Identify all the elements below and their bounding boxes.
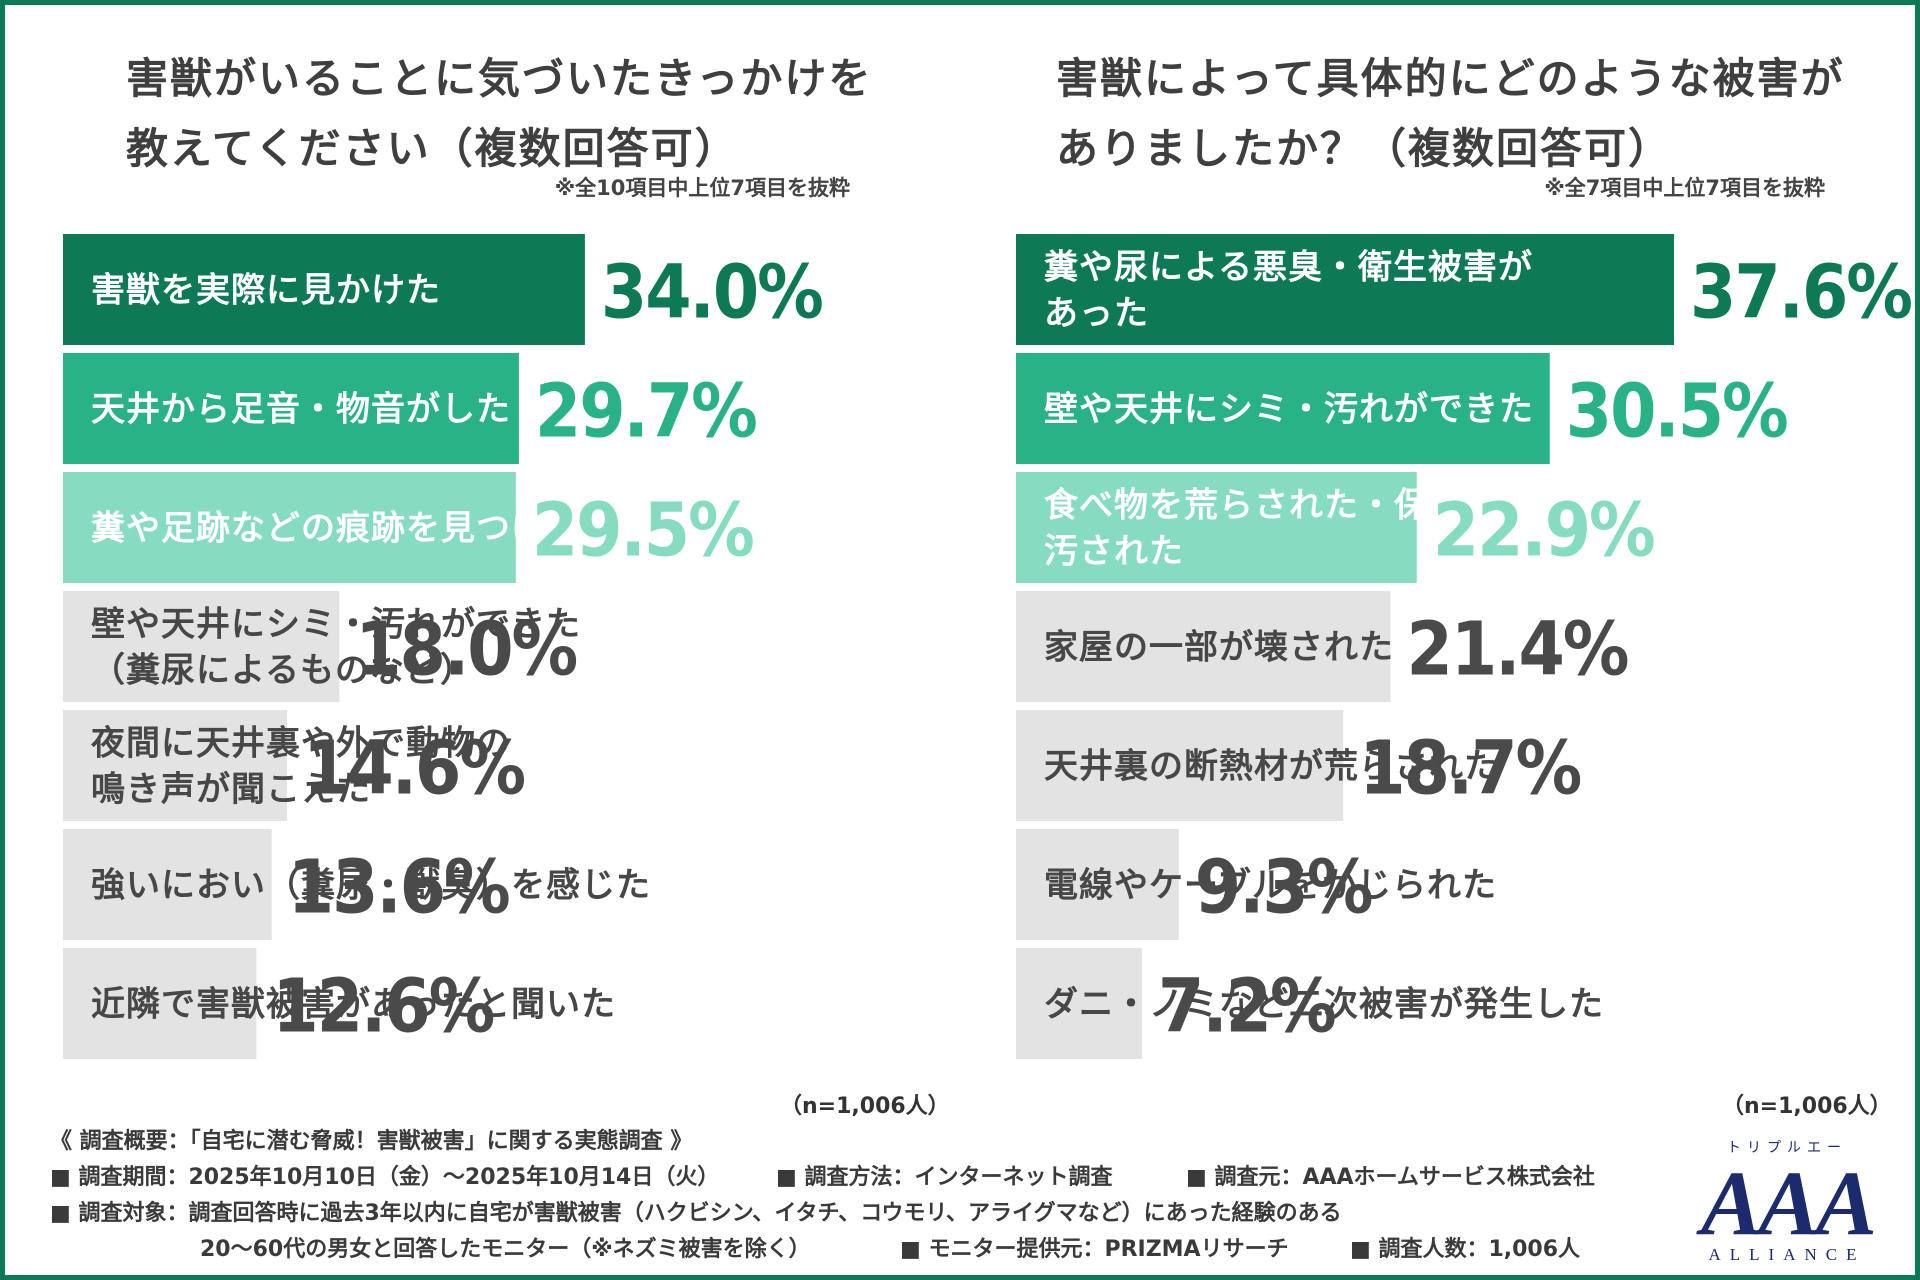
summary-line-period: ■ 調査期間：2025年10月10日（金）～2025年10月14日（火） ■ 調査… [50, 1160, 1630, 1196]
right-bar-label-2: 壁や天井にシミ・汚れができた [1044, 390, 1534, 430]
left-bar-label-4-line-1: 壁や天井にシミ・汚れができた [91, 605, 581, 645]
left-bar-label-5-line-2: 鳴き声が聞こえた [91, 770, 371, 810]
left-note: ※全10項目中上位7項目を抜粋 [554, 176, 850, 200]
left-bar-label-2: 天井から足音・物音がした [91, 390, 511, 430]
survey-source: ■ 調査元：AAAホームサービス株式会社 [1186, 1165, 1595, 1190]
left-bar-value-4: 18.0% [355, 607, 576, 693]
right-bar-2 [1016, 353, 1550, 464]
left-bar-value-6: 13.6% [288, 845, 509, 931]
monitor-provider: ■ モニター提供元：PRIZMAリサーチ [900, 1237, 1289, 1262]
right-bar-value-4: 21.4% [1407, 607, 1628, 693]
right-title: 害獣によって具体的にどのような被害が ありましたか？（複数回答可） [1056, 44, 1845, 184]
right-n-label: （n=1,006人） [1722, 1094, 1892, 1119]
right-bar-5 [1016, 710, 1344, 821]
right-bar-label-1-line-2: あった [1044, 294, 1149, 334]
left-bar-6 [63, 829, 272, 940]
right-bar-value-3: 22.9% [1433, 488, 1654, 574]
left-bar-row-2: 天井から足音・物音がした 29.7% [63, 353, 758, 464]
left-bar-value-1: 34.0% [601, 250, 822, 336]
left-bar-7 [63, 948, 257, 1059]
logo-ruby: トリプルエー [1727, 1139, 1847, 1155]
right-bar-label-3-line-2: 汚された [1044, 532, 1184, 572]
left-bar-label-7: 近隣で害獣被害があったと聞いた [91, 985, 616, 1025]
right-bar-value-5: 18.7% [1359, 726, 1580, 812]
right-bar-value-7: 7.2% [1158, 964, 1335, 1050]
left-bar-row-1: 害獣を実際に見かけた 34.0% [63, 234, 824, 345]
right-note: ※全7項目中上位7項目を抜粋 [1544, 176, 1825, 200]
left-n-label: （n=1,006人） [780, 1094, 950, 1119]
survey-period: ■ 調査期間：2025年10月10日（金）～2025年10月14日（火） [50, 1165, 720, 1190]
survey-method: ■ 調査方法：インターネット調査 [776, 1165, 1113, 1190]
right-bar-row-4: 家屋の一部が壊された 21.4% [1016, 591, 1630, 702]
right-bar-value-1: 37.6% [1690, 250, 1911, 336]
right-bar-label-3-line-1: 食べ物を荒らされた・保管物を [1044, 486, 1534, 526]
left-bar-1 [63, 234, 585, 345]
right-bar-6 [1016, 829, 1179, 940]
summary-heading: 《 調査概要：「自宅に潜む脅威！害獣被害」に関する実態調査 》 [50, 1129, 693, 1154]
summary-line-target: ■ 調査対象：調査回答時に過去3年以内に自宅が害獣被害（ハクビシン、イタチ、コウ… [50, 1201, 1342, 1226]
left-bar-3 [63, 472, 516, 583]
right-title-line-1: 害獣によって具体的にどのような被害が [1056, 54, 1845, 103]
logo-aaa: AAA [1696, 1152, 1874, 1254]
left-title: 害獣がいることに気づいたきっかけを 教えてください（複数回答可） [126, 44, 872, 184]
left-bar-value-5: 14.6% [303, 726, 524, 812]
left-bar-row-4: 壁や天井にシミ・汚れができた （糞尿によるものなど）18.0% [63, 591, 581, 702]
right-bar-4 [1016, 591, 1391, 702]
left-bar-5 [63, 710, 288, 821]
left-bar-label-6: 強いにおい（糞尿・獣臭）を感じた [91, 866, 651, 906]
left-bar-label-4-line-2: （糞尿によるものなど） [91, 651, 475, 691]
left-title-line-2: 教えてください（複数回答可） [126, 124, 739, 173]
right-bar-label-5: 天井裏の断熱材が荒らされた [1044, 747, 1499, 787]
summary-line-monitor: 20～60代の男女と回答したモニター（※ネズミ被害を除く） ■ モニター提供元：P… [50, 1232, 1630, 1268]
right-bar-row-2: 壁や天井にシミ・汚れができた 30.5% [1016, 353, 1789, 464]
right-bar-label-7: ダニ・ノミなど二次被害が発生した [1044, 985, 1604, 1025]
left-bar-4 [63, 591, 340, 702]
left-bar-value-2: 29.7% [535, 369, 756, 455]
survey-summary: 《 調査概要：「自宅に潜む脅威！害獣被害」に関する実態調査 》 ■ 調査期間：2… [50, 1124, 1630, 1268]
right-bar-value-2: 30.5% [1566, 369, 1787, 455]
right-bar-1 [1016, 234, 1674, 345]
logo-alliance: ALLIANCE [1709, 1245, 1866, 1264]
right-title-line-2: ありましたか？（複数回答可） [1056, 124, 1673, 173]
right-bar-3 [1016, 472, 1417, 583]
left-title-line-1: 害獣がいることに気づいたきっかけを [126, 54, 873, 103]
left-bar-value-7: 12.6% [272, 964, 493, 1050]
survey-target-cont: 20～60代の男女と回答したモニター（※ネズミ被害を除く） [200, 1237, 811, 1262]
left-bar-value-3: 29.5% [532, 488, 753, 574]
right-bar-7 [1016, 948, 1142, 1059]
survey-count: ■ 調査人数：1,006人 [1350, 1237, 1581, 1262]
aaa-alliance-logo: トリプルエー AAA ALLIANCE [1682, 1136, 1892, 1266]
logo-mark: トリプルエー AAA ALLIANCE [1696, 1139, 1878, 1264]
left-bar-label-5-line-1: 夜間に天井裏や外で動物の [90, 724, 511, 764]
right-bar-label-1-line-1: 糞や尿による悪臭・衛生被害が [1044, 248, 1533, 288]
right-bar-label-6: 電線やケーブルをかじられた [1044, 866, 1497, 906]
right-bar-value-6: 9.3% [1195, 845, 1372, 931]
left-bar-label-3: 糞や足跡などの痕跡を見つけた [91, 509, 581, 549]
left-bar-2 [63, 353, 519, 464]
left-bar-label-1: 害獣を実際に見かけた [91, 271, 441, 311]
right-bar-label-4: 家屋の一部が壊された [1044, 628, 1394, 668]
left-bar-chart: 害獣を実際に見かけた 34.0% 天井から足音・物音がした 29.7% 糞や足跡などの痕… [63, 234, 824, 1059]
